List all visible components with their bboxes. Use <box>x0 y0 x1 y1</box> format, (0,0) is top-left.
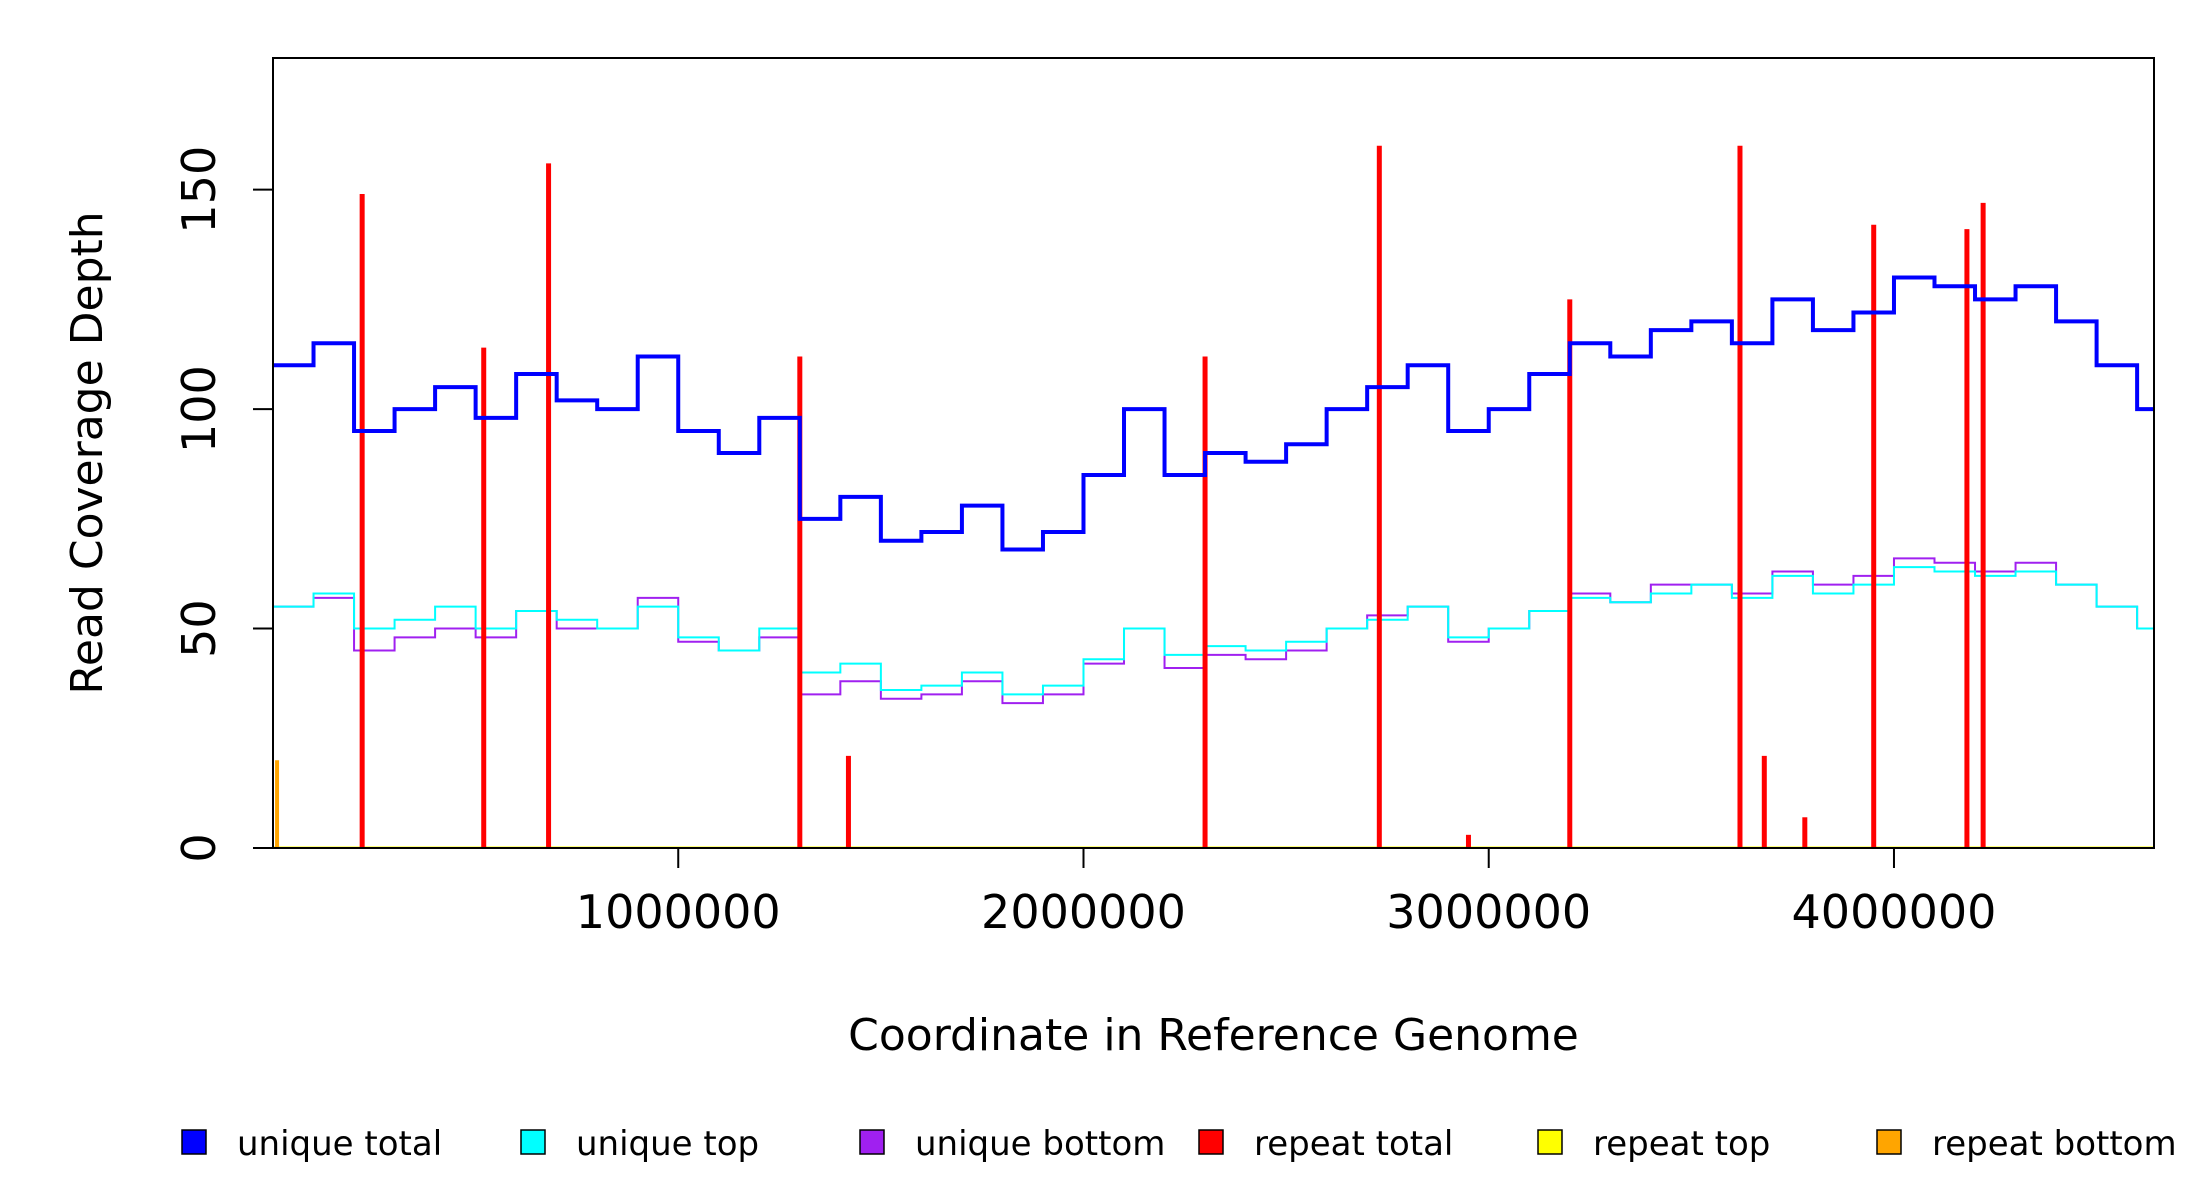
legend-label: repeat bottom <box>1932 1124 2177 1164</box>
legend-label: unique total <box>237 1124 442 1164</box>
legend-label: repeat top <box>1593 1124 1770 1164</box>
x-axis: 1000000 2000000 3000000 4000000 <box>576 848 1997 939</box>
legend-swatch <box>181 1129 207 1155</box>
legend-label: unique top <box>576 1124 759 1164</box>
x-tick-label: 4000000 <box>1792 885 1997 939</box>
legend-swatch <box>520 1129 546 1155</box>
legend-label: unique bottom <box>915 1124 1165 1164</box>
x-tick-label: 2000000 <box>981 885 1186 939</box>
legend: unique total unique top unique bottom repea… <box>181 1124 2177 1164</box>
legend-swatch <box>1876 1129 1902 1155</box>
legend-swatch <box>1537 1129 1563 1155</box>
x-tick-label: 1000000 <box>576 885 781 939</box>
series-layer <box>273 145 2154 848</box>
series-unique-total-line <box>273 275 2154 552</box>
legend-swatch <box>1198 1129 1224 1155</box>
legend-label: repeat total <box>1254 1124 1453 1164</box>
y-tick-label: 0 <box>172 833 226 862</box>
legend-swatch <box>859 1129 885 1155</box>
y-axis-title: Read Coverage Depth <box>62 211 113 694</box>
y-axis: 0 50 100 150 <box>172 146 273 863</box>
y-tick-label: 50 <box>172 599 226 658</box>
plot-frame <box>272 57 2155 849</box>
x-axis-title: Coordinate in Reference Genome <box>848 1010 1579 1061</box>
y-tick-label: 100 <box>172 365 226 453</box>
x-tick-label: 3000000 <box>1386 885 1591 939</box>
y-tick-label: 150 <box>172 146 226 234</box>
series-unique-top-line <box>273 566 2154 696</box>
